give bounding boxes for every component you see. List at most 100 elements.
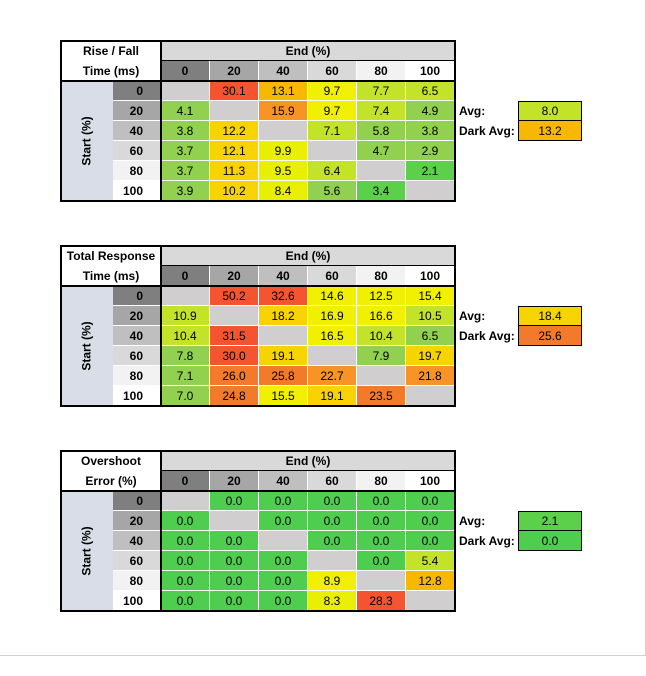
value-cell: 0.0 (308, 491, 357, 511)
row-header: 80 (113, 161, 161, 181)
value-cell (308, 346, 357, 366)
value-cell: 10.4 (357, 326, 406, 346)
row-header: 60 (113, 551, 161, 571)
value-cell: 0.0 (161, 571, 210, 591)
stat-value: 0.0 (518, 530, 582, 551)
start-axis-header: Start (%) (61, 286, 113, 406)
value-cell (259, 121, 308, 141)
value-cell: 5.4 (406, 551, 455, 571)
row-header: 80 (113, 366, 161, 386)
value-cell: 10.4 (161, 326, 210, 346)
value-cell: 30.1 (210, 81, 259, 101)
table-title: Total Response Time (ms) (61, 246, 161, 286)
row-header: 100 (113, 591, 161, 611)
value-cell (357, 571, 406, 591)
value-cell: 16.9 (308, 306, 357, 326)
value-cell (210, 511, 259, 531)
value-cell (210, 101, 259, 121)
stat-label: Avg: (459, 514, 486, 528)
value-cell: 8.9 (308, 571, 357, 591)
value-cell: 0.0 (210, 591, 259, 611)
value-cell: 0.0 (308, 511, 357, 531)
value-cell: 26.0 (210, 366, 259, 386)
value-cell: 7.9 (357, 346, 406, 366)
column-header: 0 (161, 266, 210, 286)
value-cell: 0.0 (406, 511, 455, 531)
column-header: 60 (308, 266, 357, 286)
row-header: 20 (113, 101, 161, 121)
value-cell: 2.1 (406, 161, 455, 181)
value-cell (259, 531, 308, 551)
table-title-line: Time (ms) (82, 64, 140, 78)
value-cell: 5.8 (357, 121, 406, 141)
end-axis-header: End (%) (161, 451, 455, 471)
value-cell: 5.6 (308, 181, 357, 201)
value-cell: 0.0 (259, 511, 308, 531)
value-cell: 0.0 (259, 571, 308, 591)
end-axis-header: End (%) (161, 41, 455, 61)
value-cell: 13.1 (259, 81, 308, 101)
value-cell: 0.0 (161, 531, 210, 551)
value-cell: 16.6 (357, 306, 406, 326)
start-axis-label: Start (%) (80, 321, 94, 371)
value-cell: 0.0 (259, 491, 308, 511)
value-cell: 0.0 (406, 531, 455, 551)
value-cell: 12.1 (210, 141, 259, 161)
value-cell: 3.9 (161, 181, 210, 201)
stat-label: Avg: (459, 104, 486, 118)
value-cell: 15.4 (406, 286, 455, 306)
column-header: 40 (259, 471, 308, 491)
value-cell: 10.9 (161, 306, 210, 326)
value-cell: 19.7 (406, 346, 455, 366)
end-axis-header: End (%) (161, 246, 455, 266)
start-axis-header: Start (%) (61, 491, 113, 611)
table-title-line: Overshoot (80, 454, 141, 468)
value-cell: 3.7 (161, 141, 210, 161)
value-cell: 0.0 (161, 591, 210, 611)
column-header: 60 (308, 61, 357, 81)
value-cell (210, 306, 259, 326)
value-cell: 25.8 (259, 366, 308, 386)
column-header: 0 (161, 61, 210, 81)
row-header: 20 (113, 306, 161, 326)
value-cell: 0.0 (357, 511, 406, 531)
value-cell: 7.1 (161, 366, 210, 386)
value-cell: 9.7 (308, 101, 357, 121)
value-cell: 15.9 (259, 101, 308, 121)
row-header: 20 (113, 511, 161, 531)
column-header: 20 (210, 471, 259, 491)
value-cell: 0.0 (308, 531, 357, 551)
value-cell: 0.0 (406, 491, 455, 511)
value-cell: 31.5 (210, 326, 259, 346)
column-header: 80 (357, 266, 406, 286)
value-cell: 11.3 (210, 161, 259, 181)
value-cell: 2.9 (406, 141, 455, 161)
value-cell: 21.8 (406, 366, 455, 386)
value-cell (357, 161, 406, 181)
table-title: Rise / Fall Time (ms) (61, 41, 161, 81)
row-header: 40 (113, 326, 161, 346)
value-cell: 0.0 (210, 531, 259, 551)
value-cell: 0.0 (357, 551, 406, 571)
value-cell: 0.0 (161, 551, 210, 571)
value-cell (308, 141, 357, 161)
column-header: 60 (308, 471, 357, 491)
value-cell: 50.2 (210, 286, 259, 306)
value-cell (161, 286, 210, 306)
value-cell: 14.6 (308, 286, 357, 306)
value-cell: 7.1 (308, 121, 357, 141)
value-cell: 19.1 (308, 386, 357, 406)
value-cell (406, 386, 455, 406)
value-cell: 22.7 (308, 366, 357, 386)
table-title-line: Error (%) (85, 474, 137, 488)
table-title-line: Time (ms) (82, 269, 140, 283)
value-cell: 0.0 (210, 571, 259, 591)
value-cell: 10.2 (210, 181, 259, 201)
value-cell: 24.8 (210, 386, 259, 406)
value-cell: 9.5 (259, 161, 308, 181)
value-cell: 0.0 (210, 551, 259, 571)
value-cell: 3.7 (161, 161, 210, 181)
value-cell: 12.8 (406, 571, 455, 591)
value-cell: 0.0 (357, 531, 406, 551)
stat-value: 13.2 (518, 120, 582, 141)
